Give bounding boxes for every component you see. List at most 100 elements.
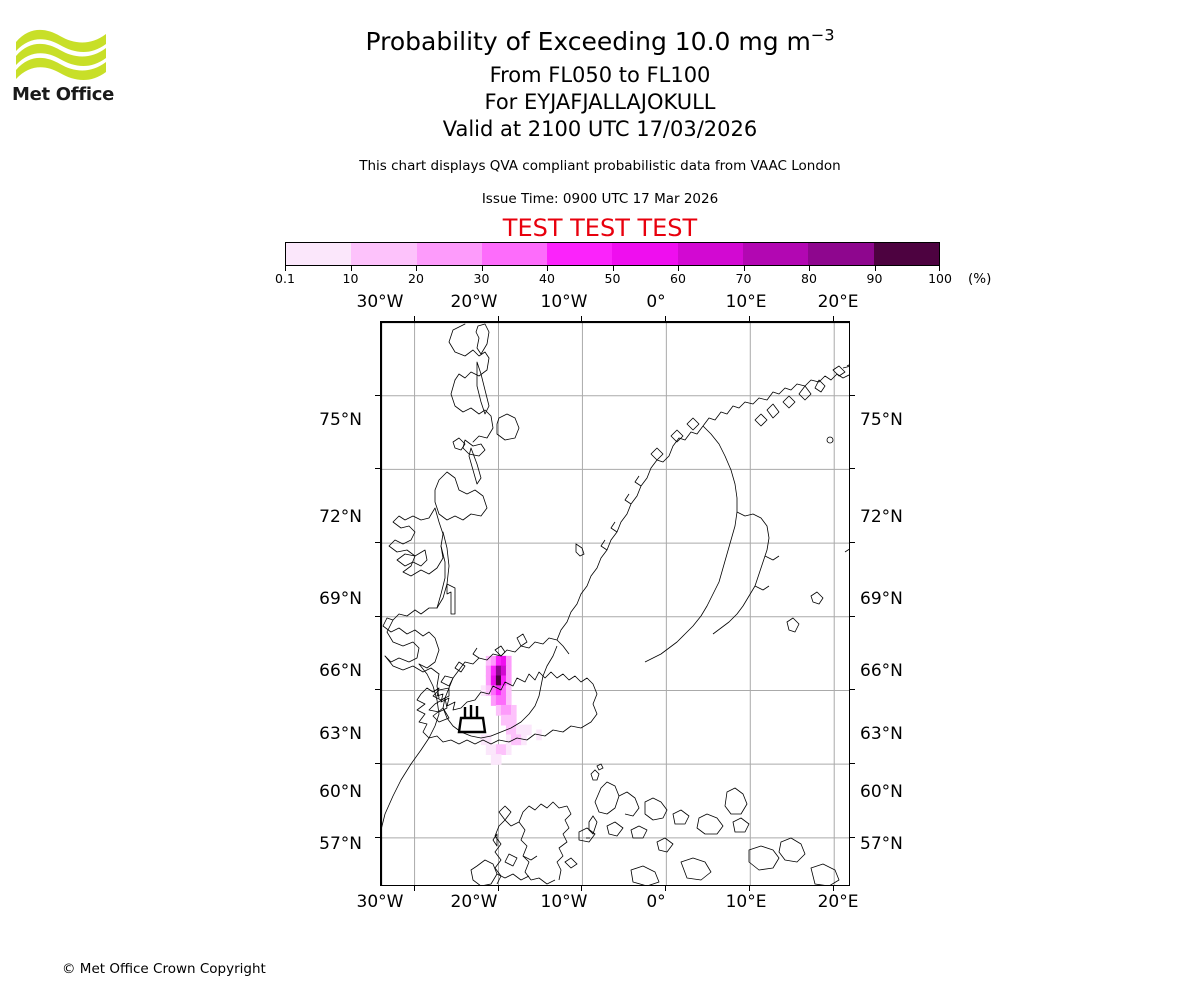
colorbar-tick-label-20: 20 bbox=[408, 271, 424, 286]
page-title: Probability of Exceeding 10.0 mg m−3 bbox=[0, 26, 1200, 58]
lon-label-bottom-0: 0° bbox=[646, 892, 666, 912]
ash-cell bbox=[495, 665, 502, 677]
lat-label-right-60n: 60°N bbox=[860, 782, 903, 802]
coastline-scandinavia bbox=[428, 364, 849, 885]
lon-label-top-20w: 20°W bbox=[450, 292, 498, 312]
ash-cell bbox=[516, 734, 522, 746]
map-canvas bbox=[381, 322, 849, 885]
colorbar-segment-2 bbox=[416, 243, 482, 265]
ash-cell bbox=[505, 655, 512, 667]
ash-cell bbox=[495, 685, 502, 697]
ash-cell bbox=[505, 744, 512, 755]
colorbar-tick-label-100: 100 bbox=[928, 271, 952, 286]
met-office-logo: Met Office bbox=[12, 24, 114, 114]
ash-cell bbox=[505, 704, 512, 716]
ash-cell bbox=[500, 714, 507, 726]
lon-label-bottom-10e: 10°E bbox=[725, 892, 767, 912]
lon-label-top-30w: 30°W bbox=[356, 292, 404, 312]
ash-cell bbox=[490, 754, 497, 765]
ash-cell bbox=[495, 704, 502, 716]
map-plot-area[interactable] bbox=[380, 321, 850, 886]
ash-cell bbox=[505, 714, 512, 726]
colorbar-tick-20 bbox=[416, 266, 417, 271]
colorbar-tick-90 bbox=[874, 266, 876, 271]
axis-tick-lon-top bbox=[749, 316, 751, 321]
issue-time: Issue Time: 0900 UTC 17 Mar 2026 bbox=[481, 191, 719, 207]
ash-cell bbox=[495, 675, 502, 687]
axis-tick-lat-left bbox=[375, 689, 380, 691]
coastline-faroe-islands bbox=[590, 763, 604, 781]
colorbar-segment-4 bbox=[547, 243, 613, 265]
probability-colorbar: 0.1 10 20 30 40 50 60 70 80 90 100 bbox=[275, 242, 952, 286]
ash-cell bbox=[485, 734, 492, 746]
ash-cell bbox=[500, 744, 507, 755]
ash-cell bbox=[505, 695, 512, 706]
ash-cell bbox=[500, 655, 507, 667]
qva-note: This chart displays QVA compliant probab… bbox=[359, 158, 841, 174]
ash-cell bbox=[511, 724, 517, 736]
lat-label-left-75n: 75°N bbox=[319, 410, 362, 430]
page-title-text: Probability of Exceeding 10.0 mg m bbox=[365, 27, 811, 56]
lat-label-right-66n: 66°N bbox=[860, 661, 903, 681]
coastline-british-isles bbox=[470, 801, 572, 885]
axis-tick-lat-left bbox=[375, 836, 380, 838]
ash-cell bbox=[505, 685, 512, 697]
axis-tick-lat-left bbox=[375, 763, 380, 765]
ash-cell bbox=[505, 675, 512, 687]
colorbar-segment-5 bbox=[612, 243, 678, 265]
flight-level-range: From FL050 to FL100 bbox=[489, 63, 711, 87]
ash-cell bbox=[485, 655, 492, 667]
lat-label-left-69n: 69°N bbox=[319, 589, 362, 609]
axis-tick-lon-bottom bbox=[665, 886, 667, 891]
axis-tick-lon-top bbox=[497, 316, 499, 321]
axis-tick-lat-right bbox=[850, 689, 855, 691]
colorbar-units-label: (%) bbox=[968, 271, 992, 287]
colorbar-tick-80 bbox=[809, 266, 810, 271]
ash-cell bbox=[500, 675, 507, 687]
copyright-notice: © Met Office Crown Copyright bbox=[62, 961, 266, 977]
ash-cell bbox=[526, 724, 532, 736]
colorbar-tick-label-10: 10 bbox=[342, 271, 359, 286]
lat-label-right-69n: 69°N bbox=[860, 589, 903, 609]
ash-cell bbox=[511, 704, 517, 716]
lat-label-left-72n: 72°N bbox=[319, 507, 362, 527]
colorbar-tick-70 bbox=[743, 266, 745, 271]
colorbar-tick-label-0.1: 0.1 bbox=[275, 271, 295, 286]
axis-tick-lat-right bbox=[850, 615, 855, 617]
lon-label-bottom-30w: 30°W bbox=[356, 892, 404, 912]
ash-cell bbox=[495, 655, 502, 667]
page-title-superscript: −3 bbox=[810, 25, 835, 45]
colorbar-tick-30 bbox=[481, 266, 483, 271]
coastline-shetland-orkney bbox=[564, 815, 598, 869]
lon-label-top-20e: 20°E bbox=[817, 292, 859, 312]
ash-cell bbox=[521, 724, 527, 736]
axis-tick-lon-bottom bbox=[833, 886, 835, 891]
colorbar-tick-40 bbox=[547, 266, 548, 271]
ash-cell bbox=[485, 744, 492, 755]
axis-tick-lat-left bbox=[375, 394, 380, 396]
ash-cell bbox=[495, 754, 502, 765]
ash-cell bbox=[490, 744, 497, 755]
axis-tick-lon-bottom bbox=[749, 886, 751, 891]
lat-label-left-66n: 66°N bbox=[319, 661, 362, 681]
ash-cell bbox=[490, 665, 497, 677]
colorbar-segment-6 bbox=[677, 243, 744, 265]
colorbar-tick-10 bbox=[350, 266, 352, 271]
axis-tick-lat-left bbox=[375, 542, 380, 544]
ash-cell bbox=[516, 724, 522, 736]
ash-cell bbox=[485, 675, 492, 687]
lat-label-right-72n: 72°N bbox=[860, 507, 903, 527]
ash-cell bbox=[500, 695, 507, 706]
met-office-wave-icon bbox=[16, 29, 106, 81]
ash-cell bbox=[480, 685, 487, 697]
test-banner: TEST TEST TEST bbox=[502, 214, 698, 242]
ash-cell bbox=[505, 734, 512, 746]
colorbar-tick-label-90: 90 bbox=[866, 271, 883, 286]
axis-tick-lon-bottom bbox=[413, 886, 415, 891]
ash-cell bbox=[505, 724, 512, 736]
lon-label-bottom-10w: 10°W bbox=[540, 892, 588, 912]
ash-cell bbox=[495, 695, 502, 706]
ash-cell bbox=[490, 675, 497, 687]
colorbar-segment-1 bbox=[351, 243, 417, 265]
ash-cell bbox=[490, 685, 497, 697]
